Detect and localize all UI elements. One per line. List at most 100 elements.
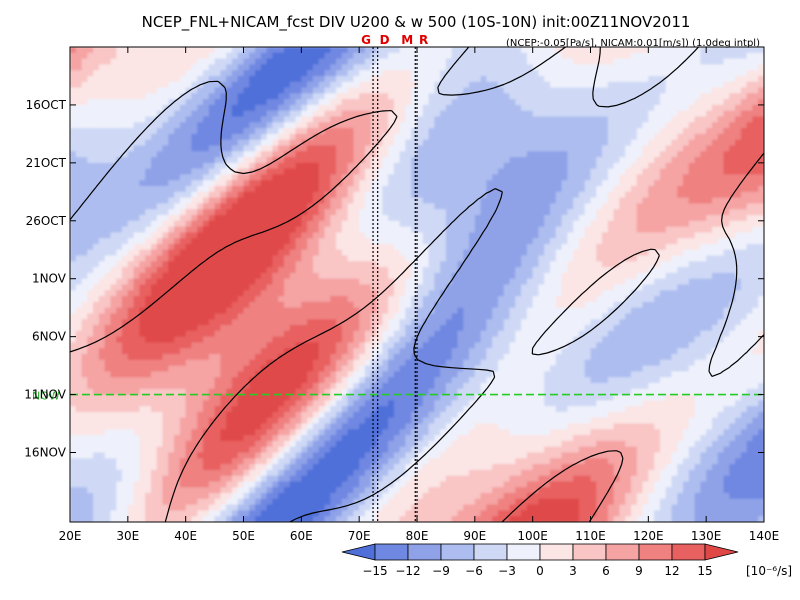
heatmap-cell [723,272,730,280]
heatmap-cell [544,76,551,83]
heatmap-cell [110,122,117,129]
heatmap-cell [353,133,360,141]
heatmap-cell [243,133,250,141]
heatmap-cell [255,76,262,83]
heatmap-cell [220,226,227,233]
heatmap-cell [457,226,464,233]
heatmap-cell [353,174,360,181]
heatmap-cell [324,58,331,65]
heatmap-cell [648,197,655,204]
heatmap-cell [521,209,528,216]
heatmap-cell [648,110,655,118]
heatmap-cell [740,70,748,77]
heatmap-cell [735,52,742,60]
heatmap-cell [231,197,239,204]
heatmap-cell [619,203,626,210]
heatmap-cell [445,139,453,147]
heatmap-cell [133,180,140,187]
heatmap-cell [688,191,696,199]
heatmap-cell [619,162,626,170]
heatmap-cell [122,128,129,135]
heatmap-cell [544,145,551,152]
heatmap-cell [249,209,256,216]
heatmap-cell [752,52,759,60]
heatmap-cell [145,139,152,147]
heatmap-cell [717,110,725,118]
heatmap-cell [665,180,673,187]
heatmap-cell [179,191,187,199]
heatmap-cell [740,93,748,100]
heatmap-cell [590,47,597,54]
heatmap-cell [665,267,673,274]
heatmap-cell [243,70,250,77]
heatmap-cell [451,52,459,60]
heatmap-cell [266,174,273,181]
heatmap-cell [602,70,609,77]
heatmap-cell [503,139,511,147]
heatmap-cell [203,226,210,233]
heatmap-cell [98,232,106,239]
heatmap-cell [214,116,221,123]
heatmap-cell [434,284,441,291]
heatmap-cell [93,261,100,268]
heatmap-cell [104,110,112,118]
heatmap-cell [370,174,378,181]
heatmap-cell [723,261,730,268]
heatmap-cell [237,133,245,141]
heatmap-cell [220,133,227,141]
heatmap-cell [353,81,360,89]
heatmap-cell [561,261,568,268]
heatmap-cell [104,128,112,135]
heatmap-cell [249,174,256,181]
heatmap-cell [376,238,383,245]
heatmap-cell [237,220,245,228]
heatmap-cell [231,255,239,262]
heatmap-cell [272,278,279,286]
heatmap-cell [341,162,349,170]
heatmap-cell [249,267,256,274]
heatmap-cell [98,261,106,268]
heatmap-cell [87,249,94,257]
heatmap-cell [93,162,100,170]
heatmap-cell [729,145,736,152]
heatmap-cell [151,191,158,199]
heatmap-cell [81,174,88,181]
heatmap-cell [405,261,412,268]
heatmap-cell [729,180,736,187]
heatmap-cell [498,267,505,274]
heatmap-cell [469,267,476,274]
heatmap-cell [122,87,129,94]
heatmap-cell [405,139,412,147]
heatmap-cell [75,244,83,251]
heatmap-cell [700,191,707,199]
heatmap-cell [677,87,684,94]
heatmap-cell [87,110,94,118]
heatmap-cell [694,104,701,112]
heatmap-cell [463,220,470,228]
heatmap-cell [370,232,378,239]
heatmap-cell [295,47,302,54]
heatmap-cell [636,133,644,141]
heatmap-cell [197,145,204,152]
heatmap-cell [237,81,245,89]
heatmap-cell [393,128,401,135]
heatmap-cell [671,151,678,158]
heatmap-cell [480,168,487,175]
heatmap-cell [671,81,678,89]
heatmap-cell [538,168,545,175]
heatmap-cell [376,81,383,89]
heatmap-cell [602,226,609,233]
heatmap-cell [255,168,262,175]
heatmap-cell [405,272,412,280]
heatmap-cell [382,284,389,291]
heatmap-cell [578,226,586,233]
heatmap-cell [185,76,193,83]
heatmap-cell [237,284,245,291]
heatmap-cell [683,278,690,286]
heatmap-cell [179,232,187,239]
heatmap-cell [625,52,632,60]
heatmap-cell [174,133,181,141]
heatmap-cell [521,220,528,228]
heatmap-cell [486,76,493,83]
heatmap-cell [636,64,644,71]
